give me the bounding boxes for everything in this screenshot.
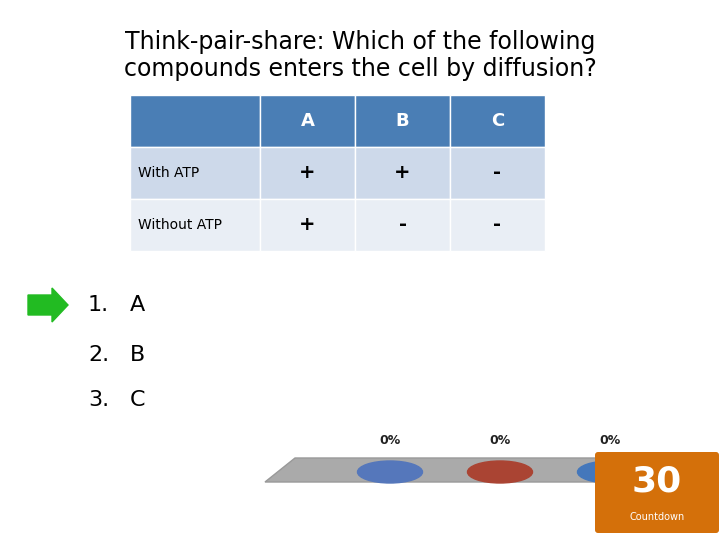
Text: Without ATP: Without ATP [138, 218, 222, 232]
Text: A: A [300, 112, 315, 130]
FancyBboxPatch shape [355, 147, 450, 199]
Ellipse shape [467, 461, 533, 483]
Polygon shape [28, 288, 68, 322]
Text: Think-pair-share: Which of the following: Think-pair-share: Which of the following [125, 30, 595, 54]
Text: 30: 30 [632, 464, 682, 498]
Ellipse shape [577, 461, 642, 483]
Text: 2.: 2. [88, 345, 109, 365]
Text: 0%: 0% [379, 434, 400, 447]
Polygon shape [265, 458, 710, 482]
FancyBboxPatch shape [355, 199, 450, 251]
FancyBboxPatch shape [130, 147, 260, 199]
Text: B: B [130, 345, 145, 365]
Text: +: + [300, 164, 316, 183]
FancyBboxPatch shape [355, 95, 450, 147]
Text: 3.: 3. [88, 390, 109, 410]
FancyBboxPatch shape [450, 95, 545, 147]
Text: compounds enters the cell by diffusion?: compounds enters the cell by diffusion? [124, 57, 596, 81]
FancyBboxPatch shape [595, 452, 719, 533]
Ellipse shape [358, 461, 423, 483]
FancyBboxPatch shape [260, 147, 355, 199]
Text: C: C [491, 112, 504, 130]
Text: B: B [396, 112, 409, 130]
Text: 0%: 0% [599, 434, 621, 447]
Text: 0%: 0% [490, 434, 510, 447]
FancyBboxPatch shape [450, 147, 545, 199]
Text: -: - [493, 215, 502, 234]
Text: +: + [300, 215, 316, 234]
FancyBboxPatch shape [260, 199, 355, 251]
Text: C: C [130, 390, 145, 410]
Text: 1.: 1. [88, 295, 109, 315]
FancyBboxPatch shape [130, 199, 260, 251]
FancyBboxPatch shape [130, 95, 260, 147]
Text: -: - [493, 164, 502, 183]
Text: With ATP: With ATP [138, 166, 199, 180]
FancyBboxPatch shape [260, 95, 355, 147]
Text: +: + [395, 164, 410, 183]
FancyBboxPatch shape [450, 199, 545, 251]
Text: -: - [398, 215, 407, 234]
Text: Countdown: Countdown [629, 511, 685, 522]
Text: A: A [130, 295, 145, 315]
